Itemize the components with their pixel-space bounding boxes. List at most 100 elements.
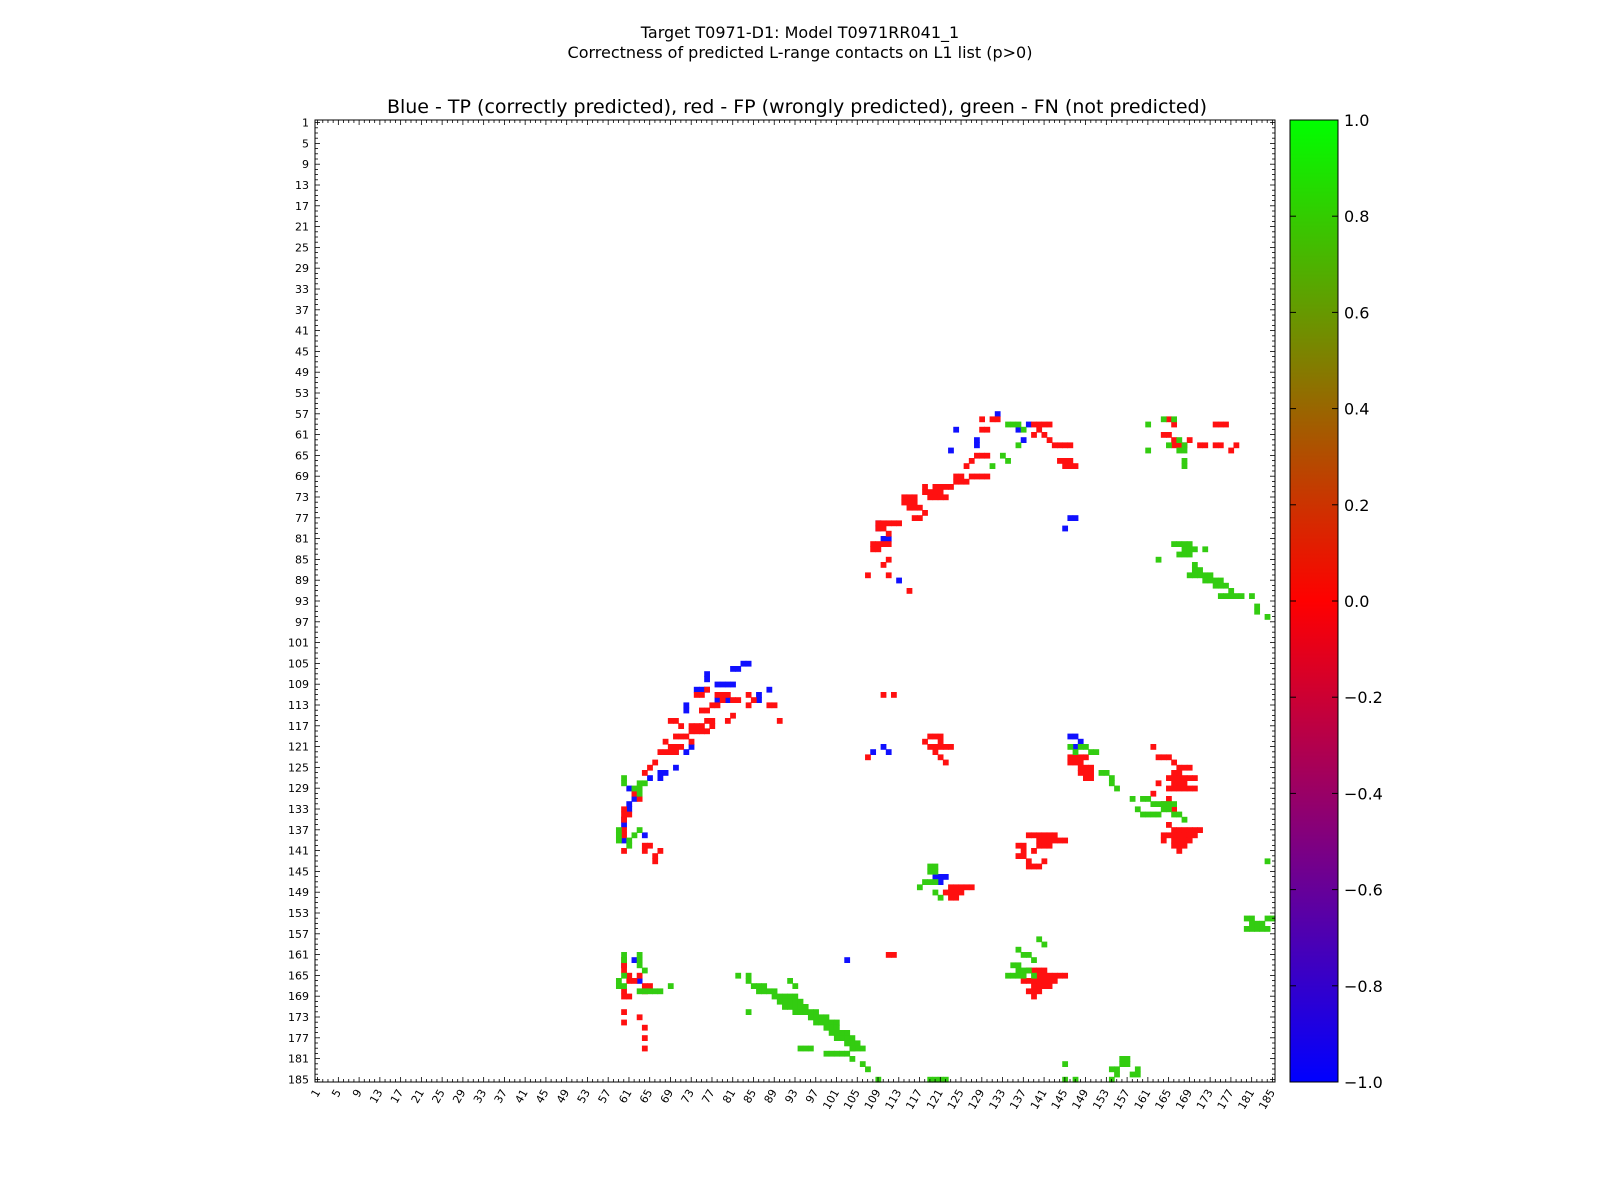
cell-fp — [885, 541, 892, 547]
cell-fn — [797, 998, 804, 1005]
cell-fp — [1025, 858, 1032, 865]
cell-tp — [885, 536, 892, 542]
cell-fn — [1181, 551, 1188, 558]
x-tick-label: 89 — [762, 1087, 780, 1106]
cell-fp — [745, 702, 752, 709]
cell-fn — [766, 988, 773, 995]
cell-fp — [1072, 759, 1079, 766]
cell-fp — [948, 894, 954, 901]
cell-fn — [844, 1035, 851, 1041]
cell-fn — [1160, 416, 1167, 423]
y-tick-label: 13 — [295, 179, 309, 192]
y-tick-label: 113 — [288, 699, 309, 712]
cell-fp — [1150, 744, 1157, 750]
cell-fn — [802, 1045, 809, 1052]
cell-fp — [880, 520, 887, 527]
cell-fp — [631, 790, 638, 797]
cell-fp — [1191, 775, 1198, 781]
y-tick-label: 149 — [288, 886, 309, 899]
cell-fp — [1181, 827, 1188, 833]
cell-tp — [699, 686, 705, 693]
cell-fn — [745, 978, 752, 984]
x-tick-label: 149 — [1069, 1087, 1091, 1112]
cell-fp — [1062, 463, 1069, 469]
cell-fn — [1083, 744, 1089, 750]
y-tick-label: 49 — [295, 366, 309, 379]
cell-fp — [1176, 785, 1183, 792]
cell-fn — [782, 993, 788, 1000]
cell-fn — [1207, 577, 1214, 584]
y-tick-label: 33 — [295, 283, 309, 296]
cell-fp — [1171, 806, 1178, 813]
cell-fp — [678, 744, 685, 750]
cell-fp — [875, 541, 882, 547]
cell-fp — [704, 686, 710, 693]
cell-fp — [1067, 458, 1074, 464]
cell-fp — [885, 572, 892, 579]
cell-fp — [1020, 853, 1027, 859]
cell-fp — [1051, 978, 1058, 984]
cell-fp — [1166, 785, 1172, 792]
colorbar-tick-label: 1.0 — [1344, 111, 1369, 130]
cell-fp — [963, 884, 970, 891]
y-tick-label: 37 — [295, 304, 309, 317]
x-tick-label: 77 — [699, 1087, 717, 1106]
cell-fn — [844, 1040, 851, 1047]
cell-fp — [927, 494, 934, 501]
cell-fp — [1181, 842, 1188, 849]
cell-fp — [1041, 972, 1048, 979]
cell-fp — [891, 952, 897, 958]
cell-fp — [1191, 785, 1198, 792]
cell-fp — [724, 692, 731, 698]
cell-tp — [673, 764, 679, 771]
cell-tp — [942, 874, 949, 880]
colorbar-tick-label: 0.2 — [1344, 496, 1369, 515]
x-tick-label: 73 — [679, 1087, 697, 1106]
cell-fp — [880, 692, 887, 698]
cell-fn — [937, 894, 944, 901]
cell-tp — [621, 837, 627, 844]
cell-fp — [942, 889, 949, 896]
cell-fp — [906, 494, 913, 501]
cell-fp — [1181, 764, 1188, 771]
cell-fn — [797, 1004, 804, 1010]
cell-tp — [844, 957, 851, 963]
cell-fp — [1057, 442, 1063, 449]
cell-fn — [1129, 796, 1136, 802]
cell-fp — [1046, 421, 1053, 428]
cell-tp — [1020, 437, 1027, 443]
cell-tp — [870, 749, 877, 755]
x-tick-label: 157 — [1111, 1087, 1133, 1112]
cell-fn — [1072, 749, 1079, 755]
cell-fn — [636, 962, 643, 969]
cell-fp — [1046, 842, 1053, 849]
cell-fp — [963, 463, 970, 469]
cell-fn — [1015, 972, 1022, 979]
cell-fp — [942, 744, 949, 750]
cell-fp — [1212, 421, 1219, 428]
cell-fp — [1041, 837, 1048, 844]
cell-fp — [963, 478, 970, 485]
cell-fn — [828, 1050, 835, 1057]
cell-fp — [631, 978, 638, 984]
cell-fn — [1145, 796, 1152, 802]
cell-fn — [787, 998, 794, 1005]
cell-tp — [631, 957, 638, 963]
cell-fp — [922, 510, 928, 516]
colorbar — [1289, 119, 1339, 1083]
cell-fn — [839, 1035, 845, 1041]
cell-fp — [1160, 837, 1167, 844]
cell-fp — [673, 744, 679, 750]
cell-fn — [1036, 936, 1043, 943]
cell-fn — [854, 1045, 861, 1052]
cell-fn — [1249, 915, 1255, 922]
cell-fn — [1114, 1071, 1120, 1078]
cell-tp — [735, 666, 742, 672]
cell-fn — [771, 993, 778, 1000]
y-tick-label: 165 — [288, 969, 309, 982]
cell-fn — [1186, 551, 1193, 558]
cell-fn — [1202, 572, 1209, 579]
cell-tp — [756, 697, 762, 703]
cell-fn — [1254, 608, 1261, 615]
cell-tp — [724, 697, 731, 703]
